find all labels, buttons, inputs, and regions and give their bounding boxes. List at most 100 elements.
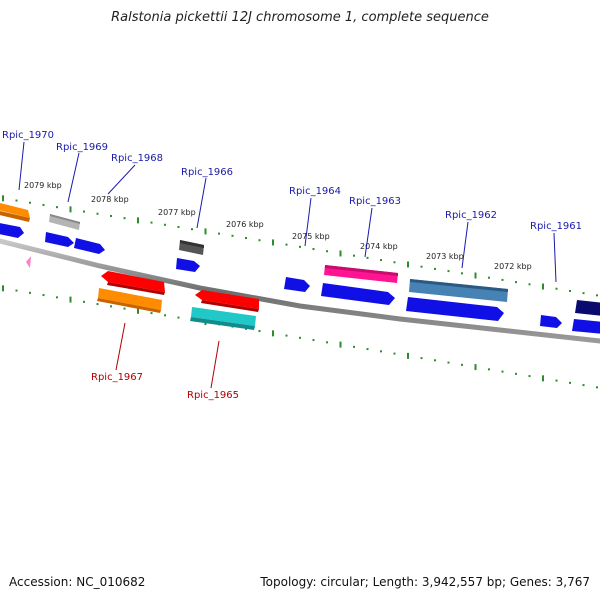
tick-label: 2078 kbp: [91, 195, 129, 204]
minor-tick: [96, 212, 99, 215]
minor-tick: [488, 368, 490, 371]
minor-tick: [299, 245, 301, 248]
minor-tick: [420, 265, 423, 268]
minor-tick: [420, 357, 423, 360]
gene-label-rpic-1966: Rpic_1966: [181, 167, 233, 178]
major-tick: [474, 364, 477, 371]
gene-rpic-1969[interactable]: [45, 214, 105, 254]
minor-tick: [555, 379, 558, 382]
tick-label: 2074 kbp: [360, 242, 398, 251]
minor-tick: [218, 232, 220, 235]
minor-tick: [29, 291, 31, 294]
minor-tick: [393, 352, 396, 355]
minor-tick: [110, 214, 112, 217]
minor-tick: [380, 350, 382, 353]
minor-tick: [501, 370, 504, 373]
minor-tick: [447, 361, 450, 364]
gene-label-rpic-1964: Rpic_1964: [289, 186, 341, 197]
minor-tick: [258, 239, 261, 242]
minor-tick: [569, 381, 571, 384]
major-tick: [2, 195, 4, 202]
gene-rpic-1965[interactable]: [190, 290, 259, 330]
minor-tick: [326, 341, 328, 344]
minor-tick: [596, 294, 598, 297]
minor-tick: [123, 307, 126, 310]
minor-tick: [582, 384, 585, 387]
top-leader-lines: [18, 141, 557, 283]
tick-label: 2075 kbp: [292, 232, 330, 241]
minor-tick: [447, 270, 450, 273]
topology-text: Topology: circular; Length: 3,942,557 bp…: [260, 575, 590, 589]
chromosome-backbone: [0, 238, 600, 344]
gene-label-rpic-1970: Rpic_1970: [2, 130, 54, 141]
major-tick: [474, 272, 477, 279]
minor-tick: [245, 237, 247, 240]
bottom-leader-lines: [115, 322, 220, 389]
gene-label-rpic-1962: Rpic_1962: [445, 210, 497, 221]
minor-tick: [15, 199, 18, 202]
minor-tick: [285, 334, 288, 337]
gene-label-rpic-1961: Rpic_1961: [530, 221, 582, 232]
minor-tick: [150, 312, 153, 315]
minor-tick: [231, 234, 234, 237]
minor-tick: [285, 243, 288, 246]
minor-tick: [380, 259, 382, 262]
major-tick: [272, 239, 274, 246]
minor-tick: [353, 345, 355, 348]
gene-rpic-1963[interactable]: [321, 265, 398, 305]
minor-tick: [569, 289, 571, 292]
minor-tick: [42, 203, 45, 206]
minor-tick: [191, 228, 193, 231]
gene-rpic-1967[interactable]: [97, 271, 165, 313]
major-tick: [2, 285, 4, 292]
minor-tick: [353, 254, 355, 257]
minor-tick: [582, 292, 585, 295]
major-tick: [204, 228, 207, 235]
minor-tick: [29, 201, 31, 204]
gene-rpic-1966[interactable]: [176, 240, 204, 272]
gene-label-rpic-1967: Rpic_1967: [91, 372, 143, 383]
minor-tick: [434, 267, 436, 270]
minor-tick: [164, 223, 166, 226]
minor-tick: [312, 339, 315, 342]
minor-tick: [312, 248, 315, 251]
minor-tick: [596, 386, 598, 389]
minor-tick: [110, 305, 112, 308]
feature-marker: [26, 256, 31, 268]
major-tick: [542, 375, 544, 382]
major-tick: [69, 206, 72, 213]
minor-tick: [326, 250, 328, 253]
minor-tick: [150, 221, 153, 224]
minor-tick: [42, 294, 45, 297]
major-tick: [137, 307, 139, 314]
gene-label-rpic-1968: Rpic_1968: [111, 153, 163, 164]
minor-tick: [528, 283, 531, 286]
gene-label-rpic-1963: Rpic_1963: [349, 196, 401, 207]
major-tick: [339, 341, 342, 348]
major-tick: [137, 217, 139, 224]
minor-tick: [15, 289, 18, 292]
gene-rpic-1962[interactable]: [406, 279, 508, 321]
minor-tick: [56, 206, 58, 209]
minor-tick: [366, 348, 369, 351]
gene-rpic-1964[interactable]: [284, 277, 310, 292]
minor-tick: [177, 316, 180, 319]
gene-label-rpic-1969: Rpic_1969: [56, 142, 108, 153]
minor-tick: [461, 272, 463, 275]
minor-tick: [123, 217, 126, 220]
minor-tick: [258, 330, 261, 333]
major-tick: [339, 250, 342, 257]
minor-tick: [528, 375, 531, 378]
tick-label: 2077 kbp: [158, 208, 196, 217]
gene-rpic-1961[interactable]: [540, 300, 600, 334]
map-title: Ralstonia pickettii 12J chromosome 1, co…: [111, 10, 489, 25]
minor-tick: [177, 225, 180, 228]
minor-tick: [299, 336, 301, 339]
major-tick: [69, 296, 72, 303]
minor-tick: [515, 281, 517, 284]
major-tick: [407, 352, 409, 359]
gene-rpic-1970[interactable]: [0, 202, 30, 238]
minor-tick: [96, 303, 99, 306]
minor-tick: [393, 261, 396, 264]
